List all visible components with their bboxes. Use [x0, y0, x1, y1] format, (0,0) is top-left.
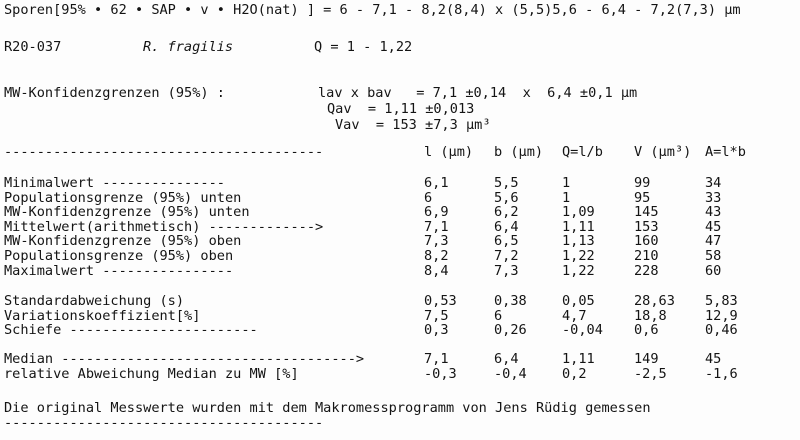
summary-line: Sporen[95% • 62 • SAP • v • H2O(nat) ] =…: [4, 2, 741, 18]
cell: 160: [634, 233, 659, 250]
cell: 0,6: [634, 322, 659, 339]
cell: 0,38: [494, 293, 527, 309]
row-label: Median ---------------------------------…: [4, 351, 365, 367]
row-label: MW-Konfidenzgrenze (95%) oben: [4, 233, 242, 250]
cell: 153: [634, 218, 659, 235]
cell: -1,6: [705, 365, 738, 382]
cell: 8,4: [424, 262, 449, 279]
cell: 28,63: [634, 293, 675, 309]
vav: Vav = 153 ±7,3 µm³: [335, 117, 491, 133]
column-header: V (µm³): [634, 144, 692, 160]
row-label: Populationsgrenze (95%) unten: [4, 189, 242, 206]
lav-bav: lav x bav = 7,1 ±0,14 x 6,4 ±0,1 µm: [318, 85, 638, 101]
cell: 1,09: [562, 204, 595, 221]
cell: 6: [424, 189, 433, 206]
row-label: Standardabweichung (s): [4, 293, 185, 309]
cell: 45: [705, 351, 722, 367]
cell: 7,3: [424, 233, 449, 250]
row-label: MW-Konfidenzgrenze (95%) unten: [4, 204, 250, 221]
cell: 6,4: [494, 218, 519, 235]
cell: 7,3: [494, 262, 519, 279]
cell: 0,05: [562, 293, 595, 309]
separator: ---------------------------------------: [4, 415, 324, 431]
row-label: Schiefe -----------------------: [4, 322, 258, 339]
cell: 5,6: [494, 189, 519, 206]
cell: 18,8: [634, 307, 667, 324]
cell: 6,9: [424, 204, 449, 221]
row-label: Maximalwert ----------------: [4, 262, 234, 279]
cell: 7,5: [424, 307, 449, 324]
cell: 0,53: [424, 293, 457, 309]
row-label: relative Abweichung Median zu MW [%]: [4, 365, 299, 382]
column-header: A=l*b: [705, 144, 746, 160]
cell: -0,04: [562, 322, 603, 339]
column-header: Q=l/b: [562, 144, 603, 160]
cell: 43: [705, 204, 722, 221]
cell: -0,3: [424, 365, 457, 382]
cell: 6,5: [494, 233, 519, 250]
cell: -0,4: [494, 365, 527, 382]
cell: 1: [562, 175, 571, 191]
column-header: b (µm): [494, 144, 544, 160]
cell: 7,1: [424, 218, 449, 235]
cell: 6,4: [494, 351, 519, 367]
cell: 33: [705, 189, 722, 206]
cell: 5,83: [705, 293, 738, 309]
cell: 0,46: [705, 322, 738, 339]
row-label: Variationskoeffizient[%]: [4, 307, 201, 324]
cell: 58: [705, 248, 722, 264]
cell: 99: [634, 175, 651, 191]
cell: 6,2: [494, 204, 519, 221]
cell: 0,26: [494, 322, 527, 339]
qav: Qav = 1,11 ±0,013: [327, 101, 475, 117]
cell: 1,11: [562, 351, 595, 367]
cell: 34: [705, 175, 722, 191]
row-label: Minimalwert ---------------: [4, 175, 225, 191]
cell: 0,3: [424, 322, 449, 339]
cell: 1,22: [562, 248, 595, 264]
species: R. fragilis: [143, 39, 234, 55]
cell: 149: [634, 351, 659, 367]
cell: 4,7: [562, 307, 587, 324]
cell: 1,22: [562, 262, 595, 279]
cell: 0,2: [562, 365, 587, 382]
separator: ---------------------------------------: [4, 144, 324, 160]
cell: 12,9: [705, 307, 738, 324]
cell: 7,2: [494, 248, 519, 264]
cell: 47: [705, 233, 722, 250]
sample-id: R20-037: [4, 39, 62, 55]
row-label: Mittelwert(arithmetisch) ------------->: [4, 218, 324, 235]
confidence-label: MW-Konfidenzgrenzen (95%) :: [4, 85, 225, 101]
cell: 8,2: [424, 248, 449, 264]
cell: 6: [494, 307, 503, 324]
cell: 210: [634, 248, 659, 264]
cell: 45: [705, 218, 722, 235]
cell: 145: [634, 204, 659, 221]
cell: -2,5: [634, 365, 667, 382]
column-header: l (µm): [424, 144, 474, 160]
footer-note: Die original Messwerte wurden mit dem Ma…: [4, 400, 651, 416]
q-range: Q = 1 - 1,22: [314, 39, 413, 55]
cell: 5,5: [494, 175, 519, 191]
cell: 1: [562, 189, 571, 206]
cell: 1,11: [562, 218, 595, 235]
row-label: Populationsgrenze (95%) oben: [4, 248, 234, 264]
cell: 95: [634, 189, 651, 206]
cell: 60: [705, 262, 722, 279]
cell: 7,1: [424, 351, 449, 367]
cell: 228: [634, 262, 659, 279]
cell: 6,1: [424, 175, 449, 191]
cell: 1,13: [562, 233, 595, 250]
